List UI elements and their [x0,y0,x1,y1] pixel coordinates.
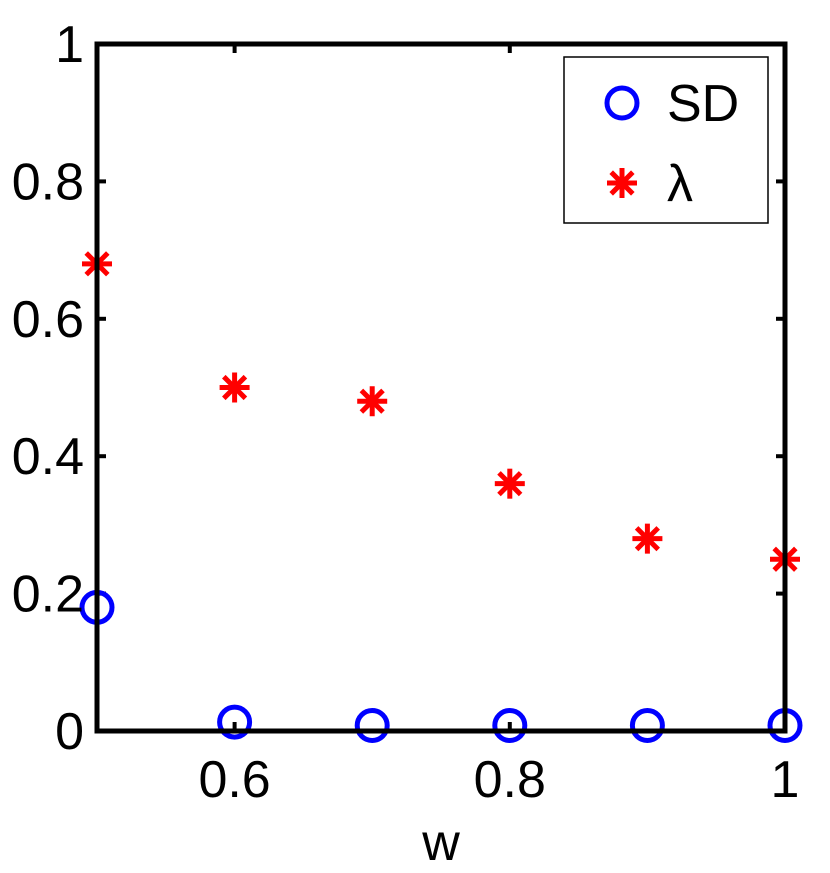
y-tick-label: 0.8 [12,153,84,211]
lambda-point [357,386,388,417]
x-tick-label: 0.8 [474,751,546,809]
legend-box [563,56,769,224]
sd-point [492,708,528,744]
y-tick-label: 1 [55,16,84,74]
legend-items: SD λ [604,75,739,213]
sd-point [354,708,390,744]
y-tick-label: 0.2 [12,566,84,624]
lambda-point [632,523,663,554]
legend-lambda-marker [607,168,637,198]
legend: SD λ [563,56,769,224]
y-tick-label: 0.4 [12,428,84,486]
legend-sd-marker [604,85,640,121]
sd-point [629,708,665,744]
legend-label: SD [667,75,739,133]
x-tick-label: 1 [771,751,800,809]
sd-point [217,704,253,740]
x-tick-label: 0.6 [198,751,270,809]
plot-frame [94,41,788,734]
lambda-point [219,372,250,403]
lambda-point [494,468,525,499]
legend-label: λ [667,155,693,213]
y-tick-label: 0.6 [12,291,84,349]
y-tick-label: 0 [55,703,84,761]
marks-layer [79,248,803,744]
labels-layer: w 0.6 0.8 1 0 0.2 0.4 0.6 0.8 1 [12,16,800,872]
x-axis-label: w [421,814,460,872]
